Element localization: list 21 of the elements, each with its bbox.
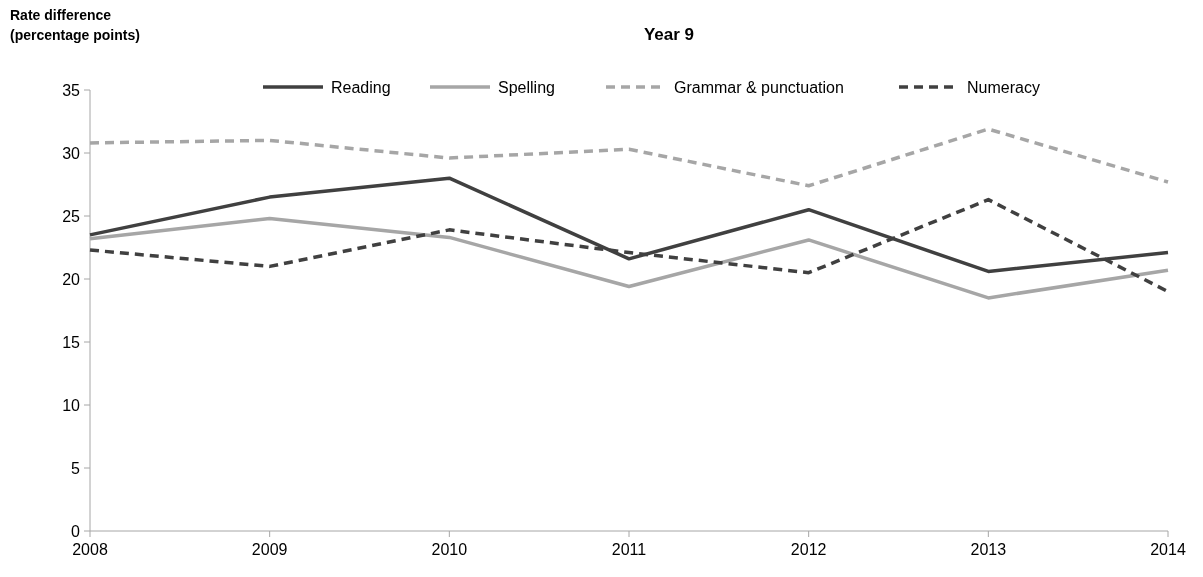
x-tick-label: 2012 — [790, 541, 827, 558]
legend-label: Grammar & punctuation — [674, 78, 844, 96]
y-tick-label: 10 — [62, 396, 81, 414]
chart-title: Year 9 — [643, 25, 695, 44]
legend-label: Numeracy — [967, 78, 1040, 96]
y-tick-label: 30 — [62, 144, 81, 162]
legend-label: Spelling — [498, 78, 555, 96]
y-tick-label: 25 — [62, 207, 81, 225]
y-tick-label: 20 — [62, 270, 81, 288]
x-tick-label: 2010 — [431, 541, 468, 558]
y-axis-title: Rate difference (percentage points) — [10, 7, 140, 43]
x-tick-label: 2011 — [611, 541, 647, 558]
x-tick-label: 2014 — [1150, 541, 1186, 558]
y-tick-label: 15 — [62, 333, 81, 351]
x-tick-label: 2009 — [251, 541, 288, 558]
y-tick-label: 5 — [71, 459, 81, 477]
y-tick-label: 0 — [71, 522, 81, 540]
legend-label: Reading — [331, 78, 391, 96]
x-tick-label: 2013 — [970, 541, 1007, 558]
x-tick-label: 2008 — [72, 541, 108, 558]
y-tick-label: 35 — [62, 81, 81, 99]
